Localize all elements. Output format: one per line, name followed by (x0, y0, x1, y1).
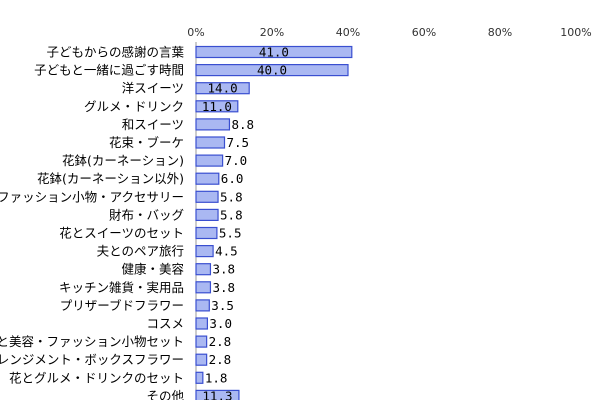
category-label: ファッション小物・アクセサリー (0, 189, 184, 204)
value-label: 4.5 (215, 244, 238, 259)
bar (195, 172, 220, 185)
bar (195, 371, 204, 384)
category-label: 財布・バッグ (109, 207, 184, 222)
value-label: 3.0 (209, 316, 232, 331)
category-label: その他 (146, 388, 184, 400)
category-labels: 子どもからの感謝の言葉子どもと一緒に過ごす時間洋スイーツグルメ・ドリンク和スイー… (0, 45, 184, 400)
value-labels: 41.0 40.0 14.0 11.0 8.8 7.5 7.0 6.0 5.8 5.8 5.5 4.5… (202, 45, 289, 400)
value-label: 2.8 (209, 352, 232, 367)
x-tick-label: 80% (488, 26, 512, 39)
value-label: 11.3 (202, 388, 232, 400)
bar (195, 335, 208, 348)
bar (195, 208, 219, 221)
bar (195, 281, 212, 294)
category-label: 子どもと一緒に過ごす時間 (34, 63, 184, 78)
value-label: 7.5 (227, 135, 250, 150)
value-label: 14.0 (208, 81, 238, 96)
value-label: 6.0 (221, 171, 244, 186)
value-label: 8.8 (231, 117, 254, 132)
category-label: 花とスイーツのセット (59, 226, 184, 241)
value-label: 1.8 (205, 370, 228, 385)
value-label: 41.0 (259, 45, 289, 60)
category-label: 花束・ブーケ (109, 135, 184, 150)
category-label: 洋スイーツ (122, 81, 184, 96)
x-tick-label: 0% (187, 26, 204, 39)
category-label: 花鉢(カーネーション) (62, 153, 184, 168)
bar (195, 263, 212, 276)
value-label: 3.8 (212, 262, 235, 277)
x-tick-label: 60% (412, 26, 436, 39)
bar (195, 154, 224, 167)
value-label: 40.0 (257, 63, 287, 78)
category-label: キッチン雑貨・実用品 (59, 280, 184, 295)
category-label: コスメ (146, 316, 184, 331)
bar (195, 136, 226, 149)
bar (195, 118, 231, 131)
bar (195, 389, 240, 400)
category-label: 健康・美容 (121, 262, 184, 277)
bar (195, 45, 353, 59)
value-label: 5.8 (220, 207, 243, 222)
category-label: 和スイーツ (122, 117, 184, 132)
category-label: 花と美容・ファッション小物セット (0, 334, 184, 349)
value-label: 11.0 (202, 99, 232, 114)
value-label: 7.0 (225, 153, 248, 168)
category-label: 花鉢(カーネーション以外) (37, 171, 184, 186)
category-label: グルメ・ドリンク (84, 99, 184, 114)
bar (195, 353, 208, 366)
value-label: 5.5 (219, 226, 242, 241)
bar (195, 245, 214, 258)
value-label: 2.8 (209, 334, 232, 349)
category-label: プリザーブドフラワー (60, 298, 184, 313)
bar (195, 226, 218, 240)
x-tick-label: 20% (260, 26, 284, 39)
x-tick-label: 100% (560, 26, 591, 39)
bar (195, 190, 219, 203)
bar (195, 82, 250, 95)
category-label: 花とグルメ・ドリンクのセット (9, 370, 184, 385)
x-tick-label: 40% (336, 26, 360, 39)
category-label: 子どもからの感謝の言葉 (46, 45, 184, 60)
bar (195, 317, 208, 330)
category-label: 夫とのペア旅行 (97, 244, 184, 259)
value-label: 3.5 (211, 298, 234, 313)
bar (195, 63, 349, 77)
category-label: アレンジメント・ボックスフラワー (0, 352, 184, 367)
value-label: 5.8 (220, 189, 243, 204)
bar (195, 299, 210, 312)
bars (195, 45, 353, 400)
bar (195, 100, 239, 113)
value-label: 3.8 (212, 280, 235, 295)
